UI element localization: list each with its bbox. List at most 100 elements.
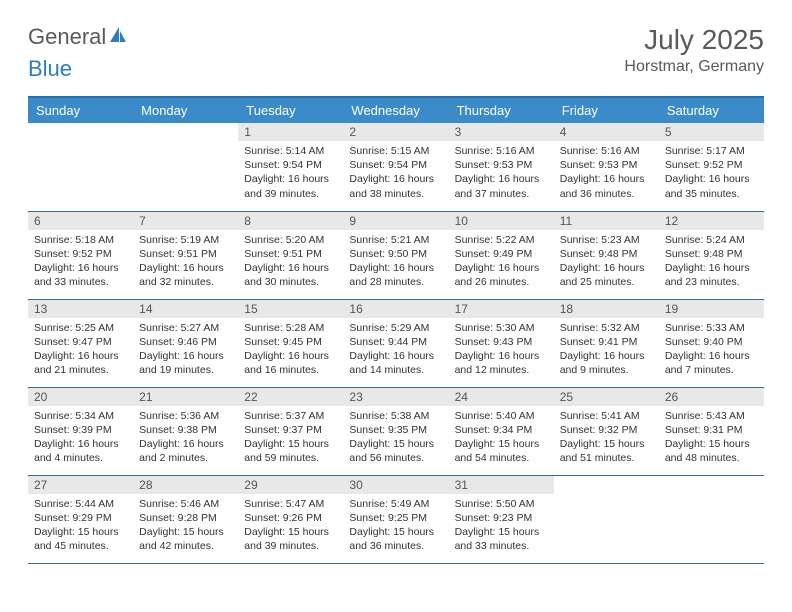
day-number: 2 (343, 123, 448, 141)
brand-logo: General (28, 24, 130, 50)
calendar-cell: 13Sunrise: 5:25 AMSunset: 9:47 PMDayligh… (28, 299, 133, 387)
day-content: Sunrise: 5:20 AMSunset: 9:51 PMDaylight:… (238, 230, 343, 296)
day-content: Sunrise: 5:24 AMSunset: 9:48 PMDaylight:… (659, 230, 764, 296)
day-content: Sunrise: 5:16 AMSunset: 9:53 PMDaylight:… (449, 141, 554, 207)
calendar-cell: 23Sunrise: 5:38 AMSunset: 9:35 PMDayligh… (343, 387, 448, 475)
day-number: 31 (449, 476, 554, 494)
calendar-header-row: SundayMondayTuesdayWednesdayThursdayFrid… (28, 97, 764, 123)
location-label: Horstmar, Germany (624, 58, 764, 76)
weekday-header: Thursday (449, 97, 554, 123)
day-number: 29 (238, 476, 343, 494)
calendar-page: General July 2025 Horstmar, Germany Blue… (0, 0, 792, 588)
day-content: Sunrise: 5:17 AMSunset: 9:52 PMDaylight:… (659, 141, 764, 207)
weekday-header: Tuesday (238, 97, 343, 123)
day-number: 13 (28, 300, 133, 318)
day-number: 4 (554, 123, 659, 141)
title-block: July 2025 Horstmar, Germany (624, 24, 764, 76)
day-number: 14 (133, 300, 238, 318)
calendar-cell: 24Sunrise: 5:40 AMSunset: 9:34 PMDayligh… (449, 387, 554, 475)
day-number: 5 (659, 123, 764, 141)
calendar-cell: 2Sunrise: 5:15 AMSunset: 9:54 PMDaylight… (343, 123, 448, 211)
day-content: Sunrise: 5:40 AMSunset: 9:34 PMDaylight:… (449, 406, 554, 472)
calendar-cell: 14Sunrise: 5:27 AMSunset: 9:46 PMDayligh… (133, 299, 238, 387)
calendar-row: 20Sunrise: 5:34 AMSunset: 9:39 PMDayligh… (28, 387, 764, 475)
day-content: Sunrise: 5:23 AMSunset: 9:48 PMDaylight:… (554, 230, 659, 296)
day-number: 24 (449, 388, 554, 406)
calendar-body: 1Sunrise: 5:14 AMSunset: 9:54 PMDaylight… (28, 123, 764, 563)
day-number: 27 (28, 476, 133, 494)
calendar-cell: 15Sunrise: 5:28 AMSunset: 9:45 PMDayligh… (238, 299, 343, 387)
weekday-header: Friday (554, 97, 659, 123)
day-number: 11 (554, 212, 659, 230)
day-content: Sunrise: 5:49 AMSunset: 9:25 PMDaylight:… (343, 494, 448, 560)
day-content: Sunrise: 5:29 AMSunset: 9:44 PMDaylight:… (343, 318, 448, 384)
day-content: Sunrise: 5:36 AMSunset: 9:38 PMDaylight:… (133, 406, 238, 472)
calendar-cell: 22Sunrise: 5:37 AMSunset: 9:37 PMDayligh… (238, 387, 343, 475)
day-content: Sunrise: 5:43 AMSunset: 9:31 PMDaylight:… (659, 406, 764, 472)
day-number: 28 (133, 476, 238, 494)
day-number: 15 (238, 300, 343, 318)
day-content: Sunrise: 5:33 AMSunset: 9:40 PMDaylight:… (659, 318, 764, 384)
day-content: Sunrise: 5:32 AMSunset: 9:41 PMDaylight:… (554, 318, 659, 384)
day-number: 26 (659, 388, 764, 406)
day-content: Sunrise: 5:41 AMSunset: 9:32 PMDaylight:… (554, 406, 659, 472)
calendar-cell: 20Sunrise: 5:34 AMSunset: 9:39 PMDayligh… (28, 387, 133, 475)
calendar-cell: 10Sunrise: 5:22 AMSunset: 9:49 PMDayligh… (449, 211, 554, 299)
weekday-header: Monday (133, 97, 238, 123)
day-content: Sunrise: 5:30 AMSunset: 9:43 PMDaylight:… (449, 318, 554, 384)
day-number: 1 (238, 123, 343, 141)
calendar-cell: 25Sunrise: 5:41 AMSunset: 9:32 PMDayligh… (554, 387, 659, 475)
day-number: 6 (28, 212, 133, 230)
day-content: Sunrise: 5:47 AMSunset: 9:26 PMDaylight:… (238, 494, 343, 560)
calendar-cell: 28Sunrise: 5:46 AMSunset: 9:28 PMDayligh… (133, 475, 238, 563)
day-content: Sunrise: 5:21 AMSunset: 9:50 PMDaylight:… (343, 230, 448, 296)
month-title: July 2025 (624, 24, 764, 56)
day-content: Sunrise: 5:15 AMSunset: 9:54 PMDaylight:… (343, 141, 448, 207)
calendar-cell: 30Sunrise: 5:49 AMSunset: 9:25 PMDayligh… (343, 475, 448, 563)
calendar-cell: 17Sunrise: 5:30 AMSunset: 9:43 PMDayligh… (449, 299, 554, 387)
day-content: Sunrise: 5:34 AMSunset: 9:39 PMDaylight:… (28, 406, 133, 472)
day-content: Sunrise: 5:44 AMSunset: 9:29 PMDaylight:… (28, 494, 133, 560)
calendar-cell: 19Sunrise: 5:33 AMSunset: 9:40 PMDayligh… (659, 299, 764, 387)
calendar-cell-empty (554, 475, 659, 563)
calendar-cell: 7Sunrise: 5:19 AMSunset: 9:51 PMDaylight… (133, 211, 238, 299)
day-content: Sunrise: 5:37 AMSunset: 9:37 PMDaylight:… (238, 406, 343, 472)
calendar-cell-empty (659, 475, 764, 563)
day-content: Sunrise: 5:16 AMSunset: 9:53 PMDaylight:… (554, 141, 659, 207)
day-content: Sunrise: 5:18 AMSunset: 9:52 PMDaylight:… (28, 230, 133, 296)
calendar-cell: 3Sunrise: 5:16 AMSunset: 9:53 PMDaylight… (449, 123, 554, 211)
calendar-cell: 8Sunrise: 5:20 AMSunset: 9:51 PMDaylight… (238, 211, 343, 299)
day-number: 18 (554, 300, 659, 318)
calendar-cell: 4Sunrise: 5:16 AMSunset: 9:53 PMDaylight… (554, 123, 659, 211)
day-number: 23 (343, 388, 448, 406)
day-content: Sunrise: 5:50 AMSunset: 9:23 PMDaylight:… (449, 494, 554, 560)
calendar-cell: 21Sunrise: 5:36 AMSunset: 9:38 PMDayligh… (133, 387, 238, 475)
day-content: Sunrise: 5:22 AMSunset: 9:49 PMDaylight:… (449, 230, 554, 296)
calendar-cell: 26Sunrise: 5:43 AMSunset: 9:31 PMDayligh… (659, 387, 764, 475)
day-number: 20 (28, 388, 133, 406)
brand-part2: Blue (28, 56, 72, 82)
day-content: Sunrise: 5:25 AMSunset: 9:47 PMDaylight:… (28, 318, 133, 384)
calendar-cell: 18Sunrise: 5:32 AMSunset: 9:41 PMDayligh… (554, 299, 659, 387)
day-content: Sunrise: 5:46 AMSunset: 9:28 PMDaylight:… (133, 494, 238, 560)
calendar-row: 6Sunrise: 5:18 AMSunset: 9:52 PMDaylight… (28, 211, 764, 299)
calendar-table: SundayMondayTuesdayWednesdayThursdayFrid… (28, 96, 764, 564)
day-number: 30 (343, 476, 448, 494)
day-number: 17 (449, 300, 554, 318)
calendar-cell: 11Sunrise: 5:23 AMSunset: 9:48 PMDayligh… (554, 211, 659, 299)
calendar-cell: 29Sunrise: 5:47 AMSunset: 9:26 PMDayligh… (238, 475, 343, 563)
calendar-cell: 31Sunrise: 5:50 AMSunset: 9:23 PMDayligh… (449, 475, 554, 563)
day-number: 16 (343, 300, 448, 318)
calendar-cell: 1Sunrise: 5:14 AMSunset: 9:54 PMDaylight… (238, 123, 343, 211)
day-content: Sunrise: 5:19 AMSunset: 9:51 PMDaylight:… (133, 230, 238, 296)
day-number: 7 (133, 212, 238, 230)
day-number: 3 (449, 123, 554, 141)
day-number: 25 (554, 388, 659, 406)
day-content: Sunrise: 5:38 AMSunset: 9:35 PMDaylight:… (343, 406, 448, 472)
day-content: Sunrise: 5:28 AMSunset: 9:45 PMDaylight:… (238, 318, 343, 384)
weekday-header: Saturday (659, 97, 764, 123)
day-number: 22 (238, 388, 343, 406)
sail-icon (108, 25, 128, 50)
calendar-cell-empty (133, 123, 238, 211)
day-number: 12 (659, 212, 764, 230)
